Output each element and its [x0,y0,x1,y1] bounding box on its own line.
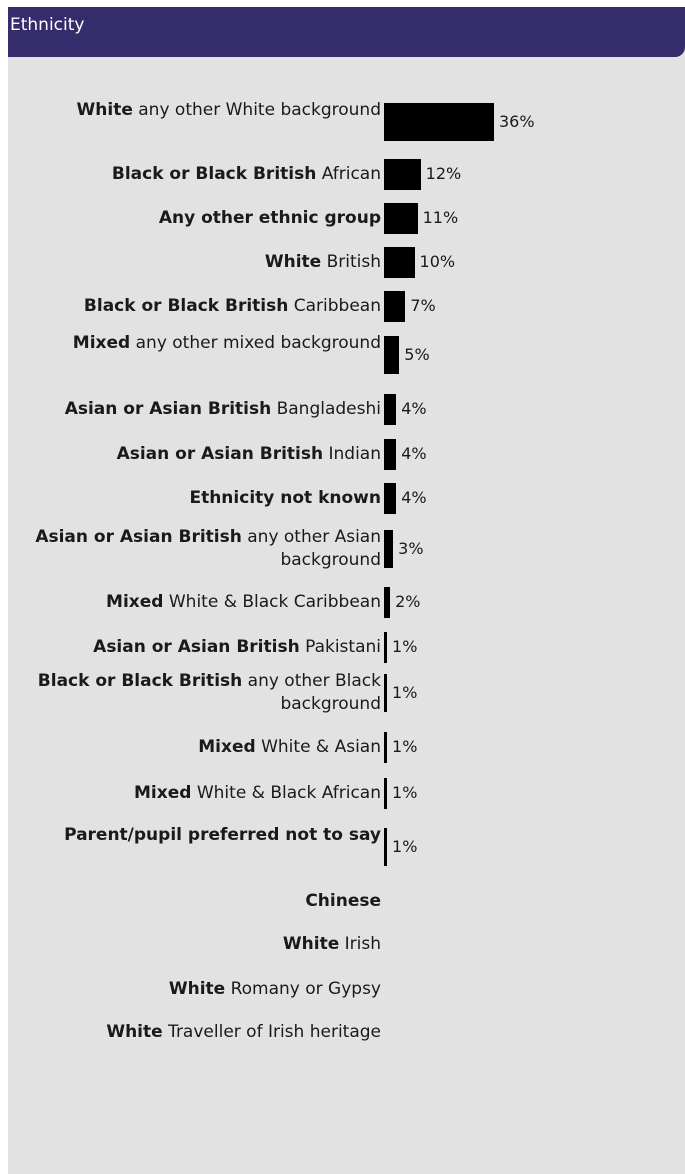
category-label-bold: Black or Black British [37,671,243,691]
category-label-bold: Asian or Asian British [35,527,242,547]
category-label-rest: White & Asian [255,736,381,757]
category-label-bold: Mixed [134,782,192,803]
value-label: 12% [425,164,462,183]
category-label-rest: any other White background [132,100,381,120]
category-label-bold: Black or Black British [83,295,289,316]
category-label: Mixed White & Black African [31,782,381,805]
category-label-bold: Any other ethnic group [158,207,381,228]
bar [384,393,397,425]
bar [384,482,397,514]
category-label-bold: Mixed [198,736,256,757]
category-label-bold: White [168,978,226,999]
category-label: Chinese [31,890,381,913]
category-label-bold: Chinese [305,890,381,911]
value-label: 5% [404,345,430,364]
bar [384,631,388,663]
bar [384,246,415,278]
category-label: White Irish [31,933,381,956]
category-label: Black or Black British any other Black b… [31,670,381,716]
category-label-bold: Parent/pupil preferred not to say [64,825,381,845]
category-label: Ethnicity not known [31,487,381,510]
category-label-rest: Irish [339,933,381,954]
category-label-rest: British [321,251,381,272]
category-label-bold: Mixed [72,333,131,353]
category-label: Any other ethnic group [31,207,381,230]
category-label-rest: any other Black background [242,671,381,714]
bar [384,828,388,866]
category-label-bold: White [106,1021,163,1042]
category-label: White Traveller of Irish heritage [31,1021,381,1044]
bar [384,290,406,322]
category-label: Asian or Asian British any other Asian b… [31,526,381,572]
category-label-rest: White & Black African [191,782,381,803]
value-label: 4% [401,399,427,418]
category-label: Asian or Asian British Pakistani [31,636,381,659]
bar [384,202,418,234]
category-label: White any other White background [31,99,381,122]
category-label-bold: White [264,251,322,272]
bar [384,530,394,568]
category-label-bold: Black or Black British [111,163,317,184]
category-label: Mixed any other mixed background [31,332,381,355]
value-label: 1% [392,837,418,856]
category-label-rest: any other Asian background [241,527,381,570]
value-label: 1% [392,783,418,802]
bar [384,777,388,809]
bar [384,674,388,712]
category-label-rest: Indian [323,443,381,464]
bar [384,336,400,374]
ethnicity-panel: Ethnicity [8,7,685,1174]
panel-header: Ethnicity [8,7,685,57]
value-label: 2% [395,592,421,611]
category-label-bold: White [282,933,340,954]
value-label: 4% [401,488,427,507]
value-label: 10% [419,252,456,271]
category-label: Mixed White & Black Caribbean [31,591,381,614]
category-label: Asian or Asian British Indian [31,443,381,466]
bar [384,586,391,618]
category-label: Asian or Asian British Bangladeshi [31,398,381,421]
category-label-rest: Romany or Gypsy [225,978,381,999]
value-label: 3% [398,539,424,558]
category-label-rest: Pakistani [299,636,381,657]
bar [384,438,397,470]
category-label-bold: Asian or Asian British [64,398,272,419]
value-label: 4% [401,444,427,463]
bar [384,103,494,141]
category-label-rest: Bangladeshi [271,398,381,419]
category-label-rest: any other mixed background [130,333,381,353]
category-label-bold: Asian or Asian British [116,443,324,464]
category-label: Black or Black British Caribbean [31,295,381,318]
bar [384,731,388,763]
category-label-rest: Caribbean [288,295,381,316]
category-label: Mixed White & Asian [31,736,381,759]
value-label: 1% [392,637,418,656]
value-label: 1% [392,683,418,702]
panel-title: Ethnicity [10,15,85,35]
category-label-bold: Mixed [106,591,164,612]
bar [384,158,421,190]
category-label-bold: Ethnicity not known [189,487,381,508]
category-label-rest: African [316,163,381,184]
value-label: 7% [410,296,436,315]
category-label: Parent/pupil preferred not to say [51,824,381,847]
category-label-rest: White & Black Caribbean [163,591,381,612]
category-label-rest: Traveller of Irish heritage [162,1021,381,1042]
category-label: White Romany or Gypsy [31,978,381,1001]
value-label: 1% [392,737,418,756]
category-label-bold: White [76,100,133,120]
value-label: 11% [422,208,459,227]
value-label: 36% [499,112,535,131]
category-label-bold: Asian or Asian British [93,636,300,657]
category-label: Black or Black British African [31,163,381,186]
category-label: White British [31,251,381,274]
